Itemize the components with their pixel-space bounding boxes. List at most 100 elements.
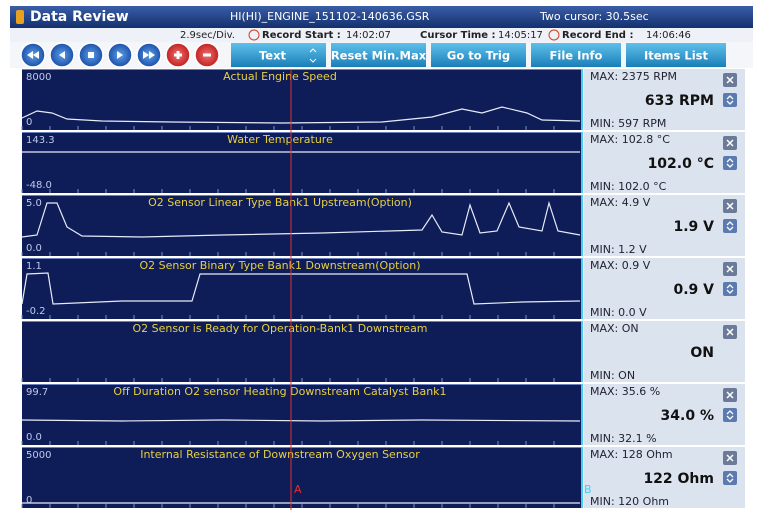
round-button[interactable] — [194, 42, 220, 68]
scale-icon[interactable] — [726, 221, 734, 231]
close-icon[interactable] — [726, 328, 734, 336]
y-max-label: 143.3 — [26, 135, 55, 146]
close-icon[interactable] — [726, 202, 734, 210]
scale-button[interactable] — [723, 471, 737, 485]
min-value: MIN: 32.1 % — [590, 432, 657, 445]
round-button[interactable] — [136, 42, 162, 68]
current-value: 633 RPM — [645, 93, 714, 109]
waveform — [21, 419, 581, 422]
value-panel — [584, 132, 745, 193]
max-value: MAX: 102.8 °C — [590, 133, 670, 146]
button-label[interactable]: Text — [259, 49, 287, 63]
y-max-label: 8000 — [26, 72, 51, 83]
scale-icon[interactable] — [726, 158, 734, 168]
close-icon[interactable] — [726, 454, 734, 462]
scale-icon[interactable] — [726, 473, 734, 483]
button-label[interactable]: Go to Trig — [447, 49, 510, 63]
toolbar-button[interactable] — [331, 43, 426, 67]
close-icon[interactable] — [726, 391, 734, 399]
chart-area — [22, 195, 581, 256]
current-value: 0.9 V — [673, 282, 714, 298]
close-icon[interactable] — [726, 265, 734, 273]
y-min-label: -48.0 — [26, 180, 52, 191]
chart-area — [22, 447, 581, 508]
signal-title: Water Temperature — [227, 133, 333, 146]
file-name: HI(HI)_ENGINE_151102-140636.GSR — [230, 10, 430, 23]
round-button[interactable] — [165, 42, 191, 68]
min-value: MIN: 120 Ohm — [590, 495, 669, 508]
cursor-b-label: B — [584, 483, 592, 496]
cursor-mode: Two cursor: 30.5sec — [539, 10, 649, 23]
value-panel — [584, 384, 745, 445]
y-max-label: 5000 — [26, 450, 51, 461]
round-button[interactable] — [107, 42, 133, 68]
scale-icon[interactable] — [726, 95, 734, 105]
scale-icon[interactable] — [726, 284, 734, 294]
button-label[interactable]: Reset Min.Max — [331, 49, 427, 63]
toolbar-button[interactable] — [431, 43, 526, 67]
scale-button[interactable] — [723, 282, 737, 296]
signal-title: O2 Sensor Binary Type Bank1 Downstream(O… — [139, 259, 420, 272]
signal-panel: O2 Sensor is Ready for Operation-Bank1 D… — [21, 321, 745, 382]
signal-panel: 1.1 -0.2 O2 Sensor Binary Type Bank1 Downs… — [21, 258, 745, 319]
toolbar-button[interactable] — [231, 43, 326, 67]
signal-title: Off Duration O2 sensor Heating Downstrea… — [113, 385, 446, 398]
waveform — [21, 106, 581, 124]
current-value: ON — [690, 345, 714, 361]
playback-controls — [20, 42, 220, 68]
value-panel — [584, 69, 745, 130]
panels: 8000 0 Actual Engine Speed MAX: 2375 RPM 633… — [21, 69, 745, 508]
signal-title: Actual Engine Speed — [223, 70, 337, 83]
chart-area — [22, 69, 581, 130]
signal-title: O2 Sensor is Ready for Operation-Bank1 D… — [132, 322, 427, 335]
chart-area — [22, 258, 581, 319]
chart-area — [22, 132, 581, 193]
y-min-label: 0.0 — [26, 432, 42, 443]
button-icon — [88, 52, 94, 58]
scale-icon[interactable] — [726, 410, 734, 420]
button-icon — [143, 51, 155, 59]
signal-panel: 143.3 -48.0 Water Temperature MAX: 102.8 °C… — [21, 132, 745, 193]
scale-button[interactable] — [723, 156, 737, 170]
max-value: MAX: 4.9 V — [590, 196, 651, 209]
y-max-label: 5.0 — [26, 198, 42, 209]
waveform — [21, 200, 581, 238]
value-panel — [584, 258, 745, 319]
record-start-label: Record Start : — [262, 30, 341, 41]
clock-icon — [248, 29, 260, 41]
round-button[interactable] — [20, 42, 46, 68]
close-icon[interactable] — [726, 76, 734, 84]
max-value: MAX: 128 Ohm — [590, 448, 673, 461]
window-title: Data Review — [30, 9, 129, 25]
max-value: MAX: 35.6 % — [590, 385, 660, 398]
signal-title: O2 Sensor Linear Type Bank1 Upstream(Opt… — [148, 196, 412, 209]
waveform — [21, 272, 581, 305]
toolbar-button[interactable] — [531, 43, 621, 67]
close-icon[interactable] — [726, 139, 734, 147]
record-start: 14:02:07 — [346, 30, 391, 41]
current-value: 102.0 °C — [648, 156, 714, 172]
button-label[interactable]: File Info — [550, 49, 603, 63]
value-panel — [584, 321, 745, 382]
round-button[interactable] — [78, 42, 104, 68]
chart-area — [22, 321, 581, 382]
toolbar-button[interactable] — [626, 43, 726, 67]
scale-button[interactable] — [723, 93, 737, 107]
y-min-label: -0.2 — [26, 306, 46, 317]
y-min-label: 0 — [26, 117, 32, 128]
clock-icon — [548, 29, 560, 41]
record-end-label: Record End : — [562, 30, 633, 41]
y-max-label: 99.7 — [26, 387, 48, 398]
signal-panel: 5.0 0.0 O2 Sensor Linear Type Bank1 Upstre… — [21, 195, 745, 256]
max-value: MAX: ON — [590, 322, 639, 335]
scale-button[interactable] — [723, 219, 737, 233]
min-value: MIN: 1.2 V — [590, 243, 647, 256]
button-icon — [174, 51, 182, 59]
round-button[interactable] — [49, 42, 75, 68]
button-label[interactable]: Items List — [644, 49, 709, 63]
spinner — [309, 48, 317, 63]
scale-button[interactable] — [723, 408, 737, 422]
y-max-label: 1.1 — [26, 261, 42, 272]
app-icon — [16, 10, 24, 24]
min-value: MIN: 0.0 V — [590, 306, 647, 319]
